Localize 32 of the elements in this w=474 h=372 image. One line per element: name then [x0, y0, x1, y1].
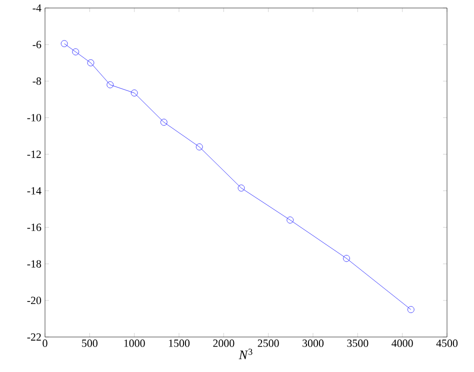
- point: [60, 40, 68, 48]
- y-tick-label: -16: [27, 224, 42, 232]
- point: [238, 184, 245, 192]
- x-tick-label: 4500: [436, 340, 458, 347]
- y-tick-label: -12: [27, 150, 41, 158]
- y-tick-label: -22: [27, 333, 41, 341]
- point: [343, 255, 350, 262]
- y-tick-label: -14: [27, 187, 42, 194]
- point: [286, 216, 294, 224]
- x-tick-label: 0: [42, 340, 48, 347]
- x-tick-label: 3000: [302, 340, 324, 347]
- x-tick-label: 2500: [258, 340, 279, 347]
- x-tick-label: 1500: [169, 340, 190, 347]
- point: [87, 59, 94, 66]
- x-tick-label: 1000: [124, 340, 145, 347]
- y-tick-label: -10: [27, 114, 42, 122]
- point: [160, 118, 168, 126]
- point: [130, 90, 138, 96]
- x-axis-title: N$^{3}$: [238, 348, 252, 360]
- y-tick-label: -20: [27, 296, 42, 304]
- point: [408, 306, 414, 313]
- y-tick-label: -18: [27, 260, 42, 268]
- x-tick-label: 2000: [213, 340, 234, 347]
- x-tick-label: 500: [82, 340, 98, 347]
- y-tick-label: -6: [32, 40, 42, 48]
- point: [72, 48, 80, 56]
- x-tick-label: 3500: [347, 340, 368, 347]
- point: [196, 144, 203, 150]
- point: [106, 81, 114, 88]
- x-tick-label: 4000: [392, 340, 413, 347]
- y-tick-label: -4: [32, 4, 42, 12]
- y-tick-label: -8: [32, 77, 42, 85]
